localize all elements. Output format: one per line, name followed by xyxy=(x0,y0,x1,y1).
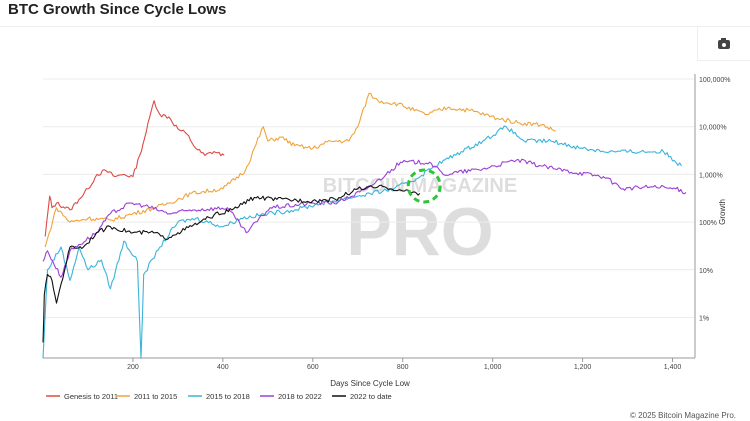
y-axis-label: Growth xyxy=(718,199,727,225)
watermark-line1: BITCOIN MAGAZINE xyxy=(323,175,517,197)
series-line-genesis-to-2011 xyxy=(44,100,225,237)
legend-label: Genesis to 2011 xyxy=(64,392,118,401)
copyright: © 2025 Bitcoin Magazine Pro. xyxy=(630,411,736,420)
series-line-2022-to-date xyxy=(42,184,421,343)
x-tick-label: 600 xyxy=(307,364,319,371)
chart-toolbar xyxy=(697,26,750,61)
legend-label: 2011 to 2015 xyxy=(134,392,177,401)
series-line-2011-to-2015 xyxy=(44,92,556,248)
y-tick-label: 100,000% xyxy=(699,77,731,84)
camera-icon[interactable] xyxy=(718,38,730,49)
series-line-2015-to-2018 xyxy=(42,125,682,359)
y-tick-label: 10% xyxy=(699,268,713,275)
y-tick-label: 100% xyxy=(699,220,717,227)
legend-item[interactable]: 2011 to 2015 xyxy=(116,392,177,401)
y-tick-label: 1% xyxy=(699,316,709,323)
x-tick-label: 1,200 xyxy=(574,364,592,371)
y-tick-label: 10,000% xyxy=(699,125,727,132)
divider xyxy=(0,26,750,27)
legend-item[interactable]: Genesis to 2011 xyxy=(46,392,118,401)
legend-label: 2022 to date xyxy=(350,392,392,401)
x-tick-label: 200 xyxy=(127,364,139,371)
page-title: BTC Growth Since Cycle Lows xyxy=(8,1,227,18)
x-axis-label: Days Since Cycle Low xyxy=(330,379,410,388)
legend-item[interactable]: 2015 to 2018 xyxy=(188,392,250,401)
x-tick-label: 800 xyxy=(397,364,409,371)
legend-item[interactable]: 2022 to date xyxy=(332,392,392,401)
legend-label: 2018 to 2022 xyxy=(278,392,322,401)
y-tick-label: 1,000% xyxy=(699,172,723,179)
legend-item[interactable]: 2018 to 2022 xyxy=(260,392,322,401)
legend-label: 2015 to 2018 xyxy=(206,392,250,401)
x-tick-label: 400 xyxy=(217,364,229,371)
series-line-2018-to-2022 xyxy=(42,158,687,278)
x-tick-label: 1,000 xyxy=(484,364,502,371)
watermark-line2: PRO xyxy=(346,194,493,270)
watermark-logo: BITCOIN MAGAZINE PRO xyxy=(323,175,517,270)
highlight-circle xyxy=(406,168,442,204)
x-tick-label: 1,400 xyxy=(664,364,682,371)
